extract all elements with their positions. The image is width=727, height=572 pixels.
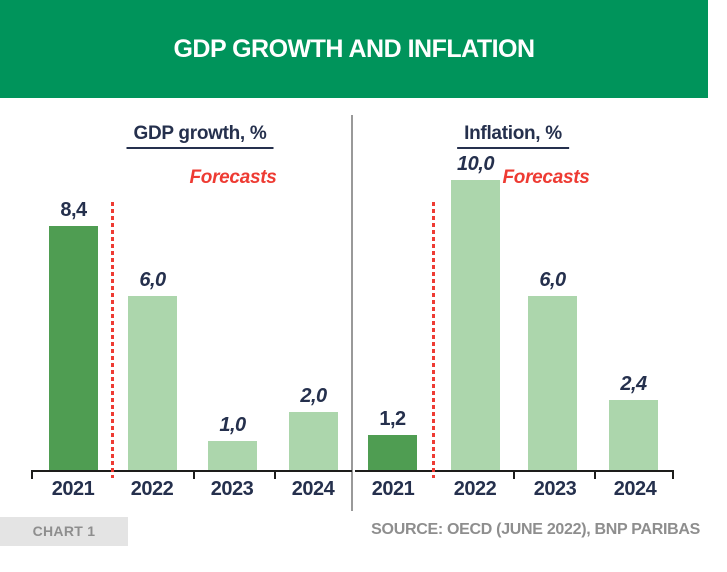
x-axis [31, 470, 352, 472]
year-label: 2022 [130, 478, 174, 500]
value-label: 1,2 [379, 408, 406, 430]
axis-tick [513, 470, 515, 479]
gdp-forecasts-label: Forecasts [189, 167, 277, 188]
value-label: 8,4 [60, 199, 87, 221]
header-banner: GDP GROWTH AND INFLATION [0, 0, 708, 98]
axis-tick [274, 470, 276, 479]
year-label: 2021 [51, 478, 95, 500]
axis-tick [672, 470, 674, 479]
year-label: 2023 [533, 478, 577, 500]
value-label: 2,4 [620, 373, 647, 395]
value-label: 2,0 [300, 385, 327, 407]
forecast-boundary-line [111, 202, 114, 478]
axis-tick [193, 470, 195, 479]
panel-divider [351, 115, 353, 511]
page-title: GDP GROWTH AND INFLATION [173, 35, 535, 63]
year-label: 2024 [613, 478, 657, 500]
gdp-growth-title: GDP growth, % [126, 123, 274, 149]
year-label: 2022 [453, 478, 497, 500]
bar-2021 [368, 435, 417, 470]
chart-number-badge: CHART 1 [0, 517, 128, 546]
axis-tick [594, 470, 596, 479]
year-label: 2023 [210, 478, 254, 500]
inflation-title: Inflation, % [457, 123, 569, 149]
source-text: SOURCE: OECD (JUNE 2022), BNP PARIBAS [371, 521, 700, 538]
bar-2022 [128, 296, 177, 470]
forecast-boundary-line [432, 202, 435, 478]
bar-2024 [289, 412, 338, 470]
bar-2023 [208, 441, 257, 470]
year-label: 2024 [291, 478, 335, 500]
value-label: 6,0 [139, 269, 166, 291]
bar-2023 [528, 296, 577, 470]
inflation-forecasts-label: Forecasts [502, 167, 590, 188]
chart-number-label: CHART 1 [32, 523, 96, 539]
value-label: 1,0 [219, 414, 246, 436]
value-label: 10,0 [457, 153, 494, 175]
value-label: 6,0 [539, 269, 566, 291]
bar-2021 [49, 226, 98, 470]
axis-tick [31, 470, 33, 479]
bar-2022 [451, 180, 500, 470]
bar-2024 [609, 400, 658, 470]
year-label: 2021 [371, 478, 415, 500]
